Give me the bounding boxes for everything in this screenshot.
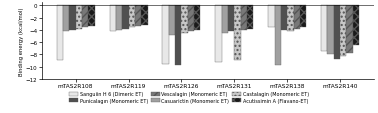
Bar <box>241 6 247 31</box>
Bar <box>82 6 88 28</box>
Bar <box>76 6 82 29</box>
Bar <box>169 6 175 35</box>
Bar <box>163 6 169 64</box>
Bar <box>110 6 116 32</box>
Bar <box>88 6 95 27</box>
Bar <box>215 6 222 63</box>
Bar <box>234 6 241 61</box>
Bar <box>129 6 135 28</box>
Bar <box>274 6 281 66</box>
Bar <box>116 6 122 31</box>
Bar <box>181 6 188 34</box>
Bar <box>70 6 76 31</box>
Bar <box>321 6 327 52</box>
Bar <box>222 6 228 34</box>
Bar <box>327 6 334 55</box>
Bar <box>57 6 63 61</box>
Bar <box>188 6 194 32</box>
Bar <box>294 6 300 29</box>
Bar <box>340 6 346 56</box>
Bar <box>63 6 70 32</box>
Bar <box>247 6 253 29</box>
Bar <box>287 6 294 32</box>
Bar <box>268 6 274 28</box>
Bar <box>281 6 287 31</box>
Bar <box>122 6 129 29</box>
Bar <box>135 6 141 27</box>
Bar <box>194 6 200 31</box>
Y-axis label: Binding energy (kcal/mol): Binding energy (kcal/mol) <box>19 7 25 75</box>
Bar <box>334 6 340 60</box>
Bar <box>141 6 148 26</box>
Bar <box>175 6 181 66</box>
Bar <box>300 6 306 28</box>
Legend: Sanguiin H 6 (Dimeric ET), Punicalagın (Monomeric ET), Vescalagin (Monomeric ET): Sanguiin H 6 (Dimeric ET), Punicalagın (… <box>69 92 309 103</box>
Bar <box>353 6 359 46</box>
Bar <box>228 6 234 32</box>
Bar <box>346 6 353 54</box>
